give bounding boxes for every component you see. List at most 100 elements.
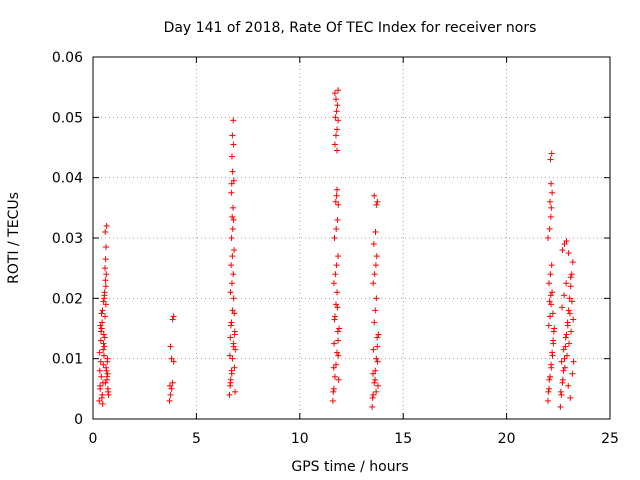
data-point [334,102,341,109]
data-point [230,141,237,148]
data-point [370,346,377,353]
data-point [567,394,574,401]
data-point [570,316,577,323]
data-point [104,358,111,365]
data-point [335,253,342,260]
data-point [547,313,554,320]
data-point [228,180,235,187]
data-point [569,259,576,266]
data-point [546,376,553,383]
data-point [547,292,554,299]
data-point [336,325,343,332]
data-point [545,280,552,287]
data-point [374,198,381,205]
data-point [168,355,175,362]
data-point [228,370,235,377]
data-point [335,376,342,383]
data-point [332,301,339,308]
data-point [232,346,239,353]
data-point [102,277,109,284]
data-point [560,367,567,374]
y-tick-label: 0.01 [52,352,83,368]
y-tick-label: 0.04 [52,171,83,187]
data-point [332,271,339,278]
data-point [98,394,105,401]
data-point [563,238,570,245]
data-point [549,352,556,359]
data-point [547,156,554,163]
data-point [230,177,237,184]
data-point [547,213,554,220]
data-point [98,325,105,332]
x-tick-label: 25 [601,431,619,447]
data-point [544,397,551,404]
data-point [559,304,566,311]
data-point [333,192,340,199]
data-point [231,328,238,335]
data-point [548,150,555,157]
chart-title: Day 141 of 2018, Rate Of TEC Index for r… [164,20,537,36]
data-point [563,352,570,359]
data-point [370,280,377,287]
data-point [97,322,104,329]
data-point [332,114,339,121]
data-point [105,388,112,395]
data-point [565,307,572,314]
data-point [103,271,110,278]
data-point [231,310,238,317]
data-point [550,340,557,347]
data-point [229,307,236,314]
data-point [373,295,380,302]
data-point [331,141,338,148]
data-point [561,364,568,371]
y-tick-label: 0.03 [52,231,83,247]
y-axis-label: ROTI / TECUs [6,192,22,284]
data-point [550,328,557,335]
data-point [100,361,107,368]
data-point [227,289,234,296]
data-point [549,189,556,196]
data-point [230,117,237,124]
data-point [335,117,342,124]
data-point [373,253,380,260]
data-point [226,391,233,398]
data-point [369,403,376,410]
data-point [330,385,337,392]
data-point [226,352,233,359]
data-point [559,247,566,254]
data-point [104,370,111,377]
data-point [230,340,237,347]
data-point [547,271,554,278]
x-axis-label: GPS time / hours [291,459,408,475]
data-point [334,349,341,356]
data-point [330,388,337,395]
data-point [372,367,379,374]
data-point [372,376,379,383]
x-tick-label: 10 [291,431,309,447]
data-point [545,388,552,395]
data-point [103,222,110,229]
data-point [332,361,339,368]
data-point [371,319,378,326]
data-point [331,373,338,380]
data-point [371,192,378,199]
data-point [228,280,235,287]
data-point [545,322,552,329]
data-point [98,328,105,335]
data-point [229,253,236,260]
data-point [229,132,236,139]
data-point [100,346,107,353]
data-point [102,283,109,290]
data-point [549,289,556,296]
x-tick-label: 20 [498,431,516,447]
data-point [567,274,574,281]
data-point [566,310,573,317]
data-point [100,331,107,338]
data-point [331,235,338,241]
data-point [331,316,338,323]
data-point [331,340,338,347]
data-point [373,355,380,362]
data-point [334,289,341,296]
data-point [374,358,381,365]
